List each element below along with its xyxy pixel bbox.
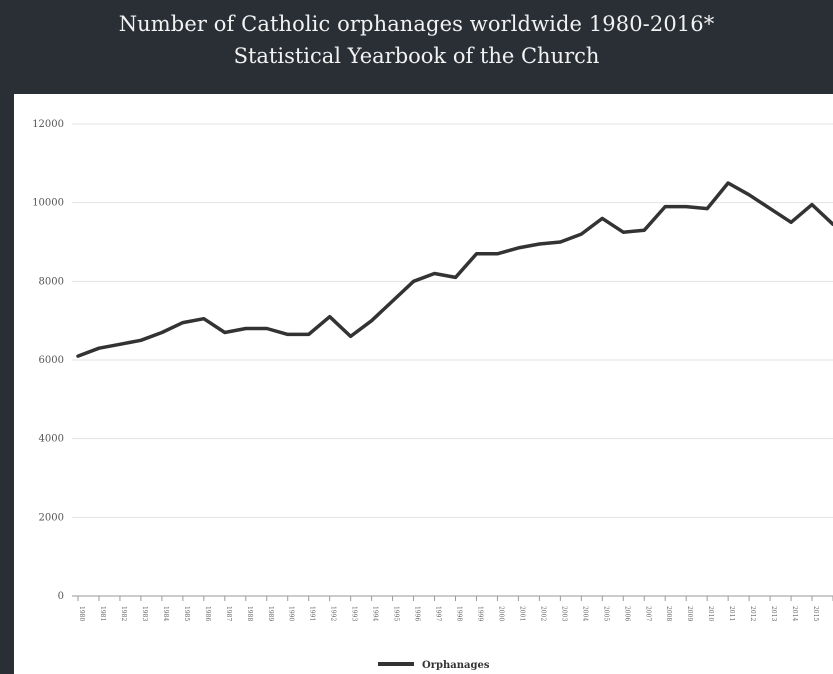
data-point bbox=[706, 207, 708, 209]
x-tick-label: 1986 bbox=[204, 606, 211, 621]
data-point bbox=[140, 339, 142, 341]
y-tick-label: 12000 bbox=[32, 119, 64, 130]
x-tick-label: 1997 bbox=[435, 606, 442, 621]
data-point bbox=[224, 331, 226, 333]
x-tick-label: 2004 bbox=[581, 606, 588, 621]
x-tick-label: 2011 bbox=[728, 606, 735, 621]
data-point bbox=[769, 207, 771, 209]
data-point bbox=[391, 300, 393, 302]
data-point bbox=[98, 347, 100, 349]
x-tick-label: 2007 bbox=[644, 606, 651, 621]
series-layer bbox=[77, 182, 833, 357]
x-tick-label: 1980 bbox=[78, 606, 85, 621]
x-tick-label: 1982 bbox=[120, 606, 127, 621]
data-point bbox=[119, 343, 121, 345]
x-tick-label: 1981 bbox=[99, 606, 106, 621]
legend-label: Orphanages bbox=[422, 660, 490, 671]
x-tick-label: 2013 bbox=[770, 606, 777, 621]
y-axis-ticks: 0 2000 4000 6000 8000 10000 12000 bbox=[32, 119, 64, 602]
x-tick-label: 2015 bbox=[812, 606, 819, 621]
x-tick-label: 2009 bbox=[686, 606, 693, 621]
x-tick-label: 1989 bbox=[267, 606, 274, 621]
data-point bbox=[643, 229, 645, 231]
data-point bbox=[559, 241, 561, 243]
x-tick-label: 1996 bbox=[414, 606, 421, 621]
data-point bbox=[203, 318, 205, 320]
data-point bbox=[161, 331, 163, 333]
x-tick-label: 1988 bbox=[246, 606, 253, 621]
data-point bbox=[182, 321, 184, 323]
data-point bbox=[412, 280, 414, 282]
x-tick-label: 1984 bbox=[162, 606, 169, 621]
x-axis-ticks: 1980 1981 1982 1983 1984 1985 1986 1987 1988 1989… bbox=[78, 596, 833, 621]
y-tick-label: 6000 bbox=[39, 355, 64, 366]
x-tick-label: 2003 bbox=[560, 606, 567, 621]
data-point bbox=[538, 243, 540, 245]
x-tick-label: 2005 bbox=[602, 606, 609, 621]
x-tick-label: 2012 bbox=[749, 606, 756, 621]
data-point bbox=[328, 316, 330, 318]
x-tick-label: 2001 bbox=[518, 606, 525, 621]
y-tick-label: 10000 bbox=[32, 198, 64, 209]
data-point bbox=[245, 327, 247, 329]
x-tick-label: 2014 bbox=[791, 606, 798, 621]
data-point bbox=[370, 319, 372, 321]
x-tick-label: 1999 bbox=[476, 606, 483, 621]
x-tick-label: 1991 bbox=[309, 606, 316, 621]
x-tick-label: 1995 bbox=[393, 606, 400, 621]
x-tick-label: 1993 bbox=[351, 606, 358, 621]
data-point bbox=[685, 205, 687, 207]
data-point bbox=[727, 182, 729, 184]
data-point bbox=[622, 231, 624, 233]
series-line-orphanages bbox=[78, 183, 833, 356]
y-tick-label: 2000 bbox=[39, 512, 64, 523]
x-tick-label: 1998 bbox=[456, 606, 463, 621]
x-tick-label: 2000 bbox=[497, 606, 504, 621]
x-tick-label: 2008 bbox=[665, 606, 672, 621]
x-tick-label: 1990 bbox=[288, 606, 295, 621]
data-point bbox=[664, 205, 666, 207]
data-point bbox=[601, 217, 603, 219]
y-tick-label: 8000 bbox=[39, 276, 64, 287]
x-tick-label: 1987 bbox=[225, 606, 232, 621]
data-point bbox=[790, 221, 792, 223]
legend: Orphanages bbox=[378, 660, 490, 671]
data-point bbox=[266, 327, 268, 329]
x-tick-label: 2010 bbox=[707, 606, 714, 621]
data-point bbox=[77, 355, 79, 357]
data-point bbox=[475, 253, 477, 255]
data-point bbox=[454, 276, 456, 278]
data-point bbox=[287, 333, 289, 335]
data-point bbox=[517, 247, 519, 249]
y-tick-label: 0 bbox=[58, 591, 64, 602]
x-tick-label: 1992 bbox=[330, 606, 337, 621]
x-tick-label: 2002 bbox=[539, 606, 546, 621]
x-tick-label: 2006 bbox=[623, 606, 630, 621]
data-point bbox=[580, 233, 582, 235]
x-tick-label: 1985 bbox=[183, 606, 190, 621]
data-point bbox=[349, 335, 351, 337]
data-point bbox=[433, 272, 435, 274]
x-tick-label: 1994 bbox=[372, 606, 379, 621]
y-tick-label: 4000 bbox=[39, 434, 64, 445]
data-point bbox=[307, 333, 309, 335]
x-tick-label: 1983 bbox=[141, 606, 148, 621]
data-point bbox=[496, 253, 498, 255]
data-point bbox=[811, 203, 813, 205]
data-point bbox=[748, 194, 750, 196]
